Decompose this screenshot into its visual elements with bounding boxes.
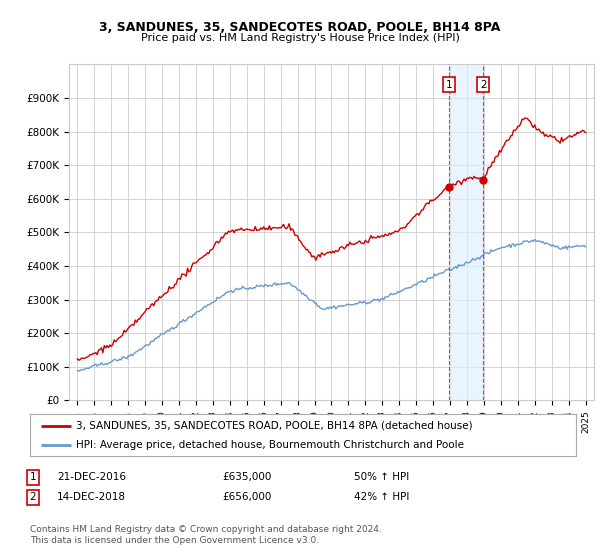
Bar xyxy=(449,64,483,400)
Text: 1: 1 xyxy=(29,472,37,482)
Text: 2: 2 xyxy=(480,80,487,90)
Text: 3, SANDUNES, 35, SANDECOTES ROAD, POOLE, BH14 8PA (detached house): 3, SANDUNES, 35, SANDECOTES ROAD, POOLE,… xyxy=(76,421,473,431)
Text: 21-DEC-2016: 21-DEC-2016 xyxy=(57,472,126,482)
Text: Price paid vs. HM Land Registry's House Price Index (HPI): Price paid vs. HM Land Registry's House … xyxy=(140,33,460,43)
Text: 1: 1 xyxy=(446,80,452,90)
Text: HPI: Average price, detached house, Bournemouth Christchurch and Poole: HPI: Average price, detached house, Bour… xyxy=(76,440,464,450)
Text: 2: 2 xyxy=(29,492,37,502)
Text: Contains HM Land Registry data © Crown copyright and database right 2024.
This d: Contains HM Land Registry data © Crown c… xyxy=(30,525,382,545)
Text: 3, SANDUNES, 35, SANDECOTES ROAD, POOLE, BH14 8PA: 3, SANDUNES, 35, SANDECOTES ROAD, POOLE,… xyxy=(100,21,500,34)
Text: 50% ↑ HPI: 50% ↑ HPI xyxy=(354,472,409,482)
Text: 14-DEC-2018: 14-DEC-2018 xyxy=(57,492,126,502)
Text: £635,000: £635,000 xyxy=(222,472,271,482)
Text: £656,000: £656,000 xyxy=(222,492,271,502)
Text: 42% ↑ HPI: 42% ↑ HPI xyxy=(354,492,409,502)
